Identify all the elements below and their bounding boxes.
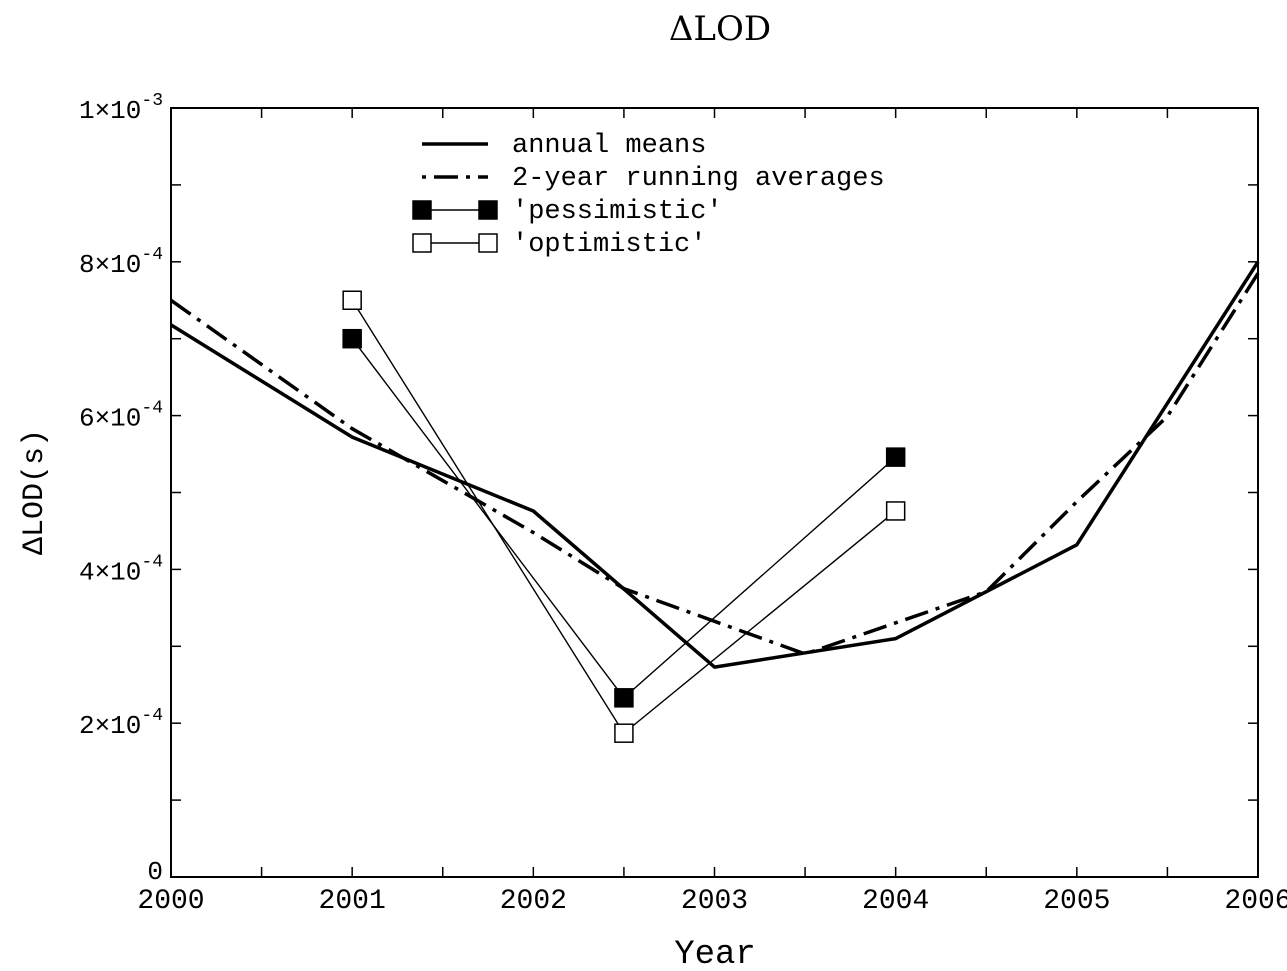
plot-frame xyxy=(170,107,1259,878)
legend-marker-pessimistic xyxy=(478,200,498,220)
series-line-2-year-running-averages xyxy=(169,272,1260,656)
y-tick-exponent: -4 xyxy=(141,399,163,419)
x-tick-label: 2000 xyxy=(137,886,204,917)
y-tick-label: 6×10-4 xyxy=(79,399,163,434)
series-line-optimistic xyxy=(351,299,897,734)
y-tick-exponent: -4 xyxy=(141,245,163,265)
y-tick-label: 8×10-4 xyxy=(79,245,163,280)
series-line-annual-means xyxy=(170,260,1260,669)
y-tick-mantissa: 1×10 xyxy=(79,96,141,126)
x-tick-label: 2003 xyxy=(681,886,748,917)
legend-label-pessimistic: 'pessimistic' xyxy=(512,197,723,227)
y-axis-label: ΔLOD(s) xyxy=(18,429,52,555)
y-tick-label: 2×10-4 xyxy=(79,706,163,741)
y-tick-label: 4×10-4 xyxy=(79,552,163,587)
data-point-pessimistic xyxy=(614,688,634,708)
legend-label-annual-means: annual means xyxy=(512,131,706,161)
series-line-pessimistic xyxy=(351,338,897,699)
y-tick-labels: 02×10-44×10-46×10-48×10-41×10-3 xyxy=(79,91,163,887)
series-layer xyxy=(169,260,1260,743)
data-point-optimistic xyxy=(885,501,906,521)
data-point-optimistic xyxy=(614,723,634,743)
legend-label-2-year-running-averages: 2-year running averages xyxy=(512,164,885,194)
x-tick-label: 2002 xyxy=(500,886,567,917)
x-axis-label: Year xyxy=(674,936,756,971)
x-tick-label: 2001 xyxy=(319,886,386,917)
data-point-pessimistic xyxy=(342,328,362,349)
y-tick-label: 0 xyxy=(147,857,163,887)
x-tick-labels: 2000 2001 2002 2003 2004 2005 2006 xyxy=(137,886,1287,917)
y-tick-exponent: -4 xyxy=(141,552,163,572)
y-tick-mantissa: 6×10 xyxy=(79,404,141,434)
y-tick-mantissa: 4×10 xyxy=(79,557,141,587)
data-point-pessimistic xyxy=(885,447,906,467)
y-tick-exponent: -3 xyxy=(141,91,163,111)
y-tick-exponent: -4 xyxy=(141,706,163,726)
chart-title: ΔLOD xyxy=(669,9,771,49)
x-tick-label: 2006 xyxy=(1224,886,1287,917)
legend-marker-pessimistic xyxy=(412,200,432,220)
y-tick-mantissa: 8×10 xyxy=(79,250,141,280)
y-tick-mantissa: 2×10 xyxy=(79,711,141,741)
x-tick-label: 2004 xyxy=(862,886,929,917)
legend-label-optimistic: 'optimistic' xyxy=(512,230,706,260)
legend-marker-optimistic xyxy=(412,233,432,253)
x-tick-label: 2005 xyxy=(1043,886,1110,917)
y-tick-label: 1×10-3 xyxy=(79,91,163,126)
data-point-optimistic xyxy=(342,290,362,310)
legend-marker-optimistic xyxy=(478,233,498,253)
